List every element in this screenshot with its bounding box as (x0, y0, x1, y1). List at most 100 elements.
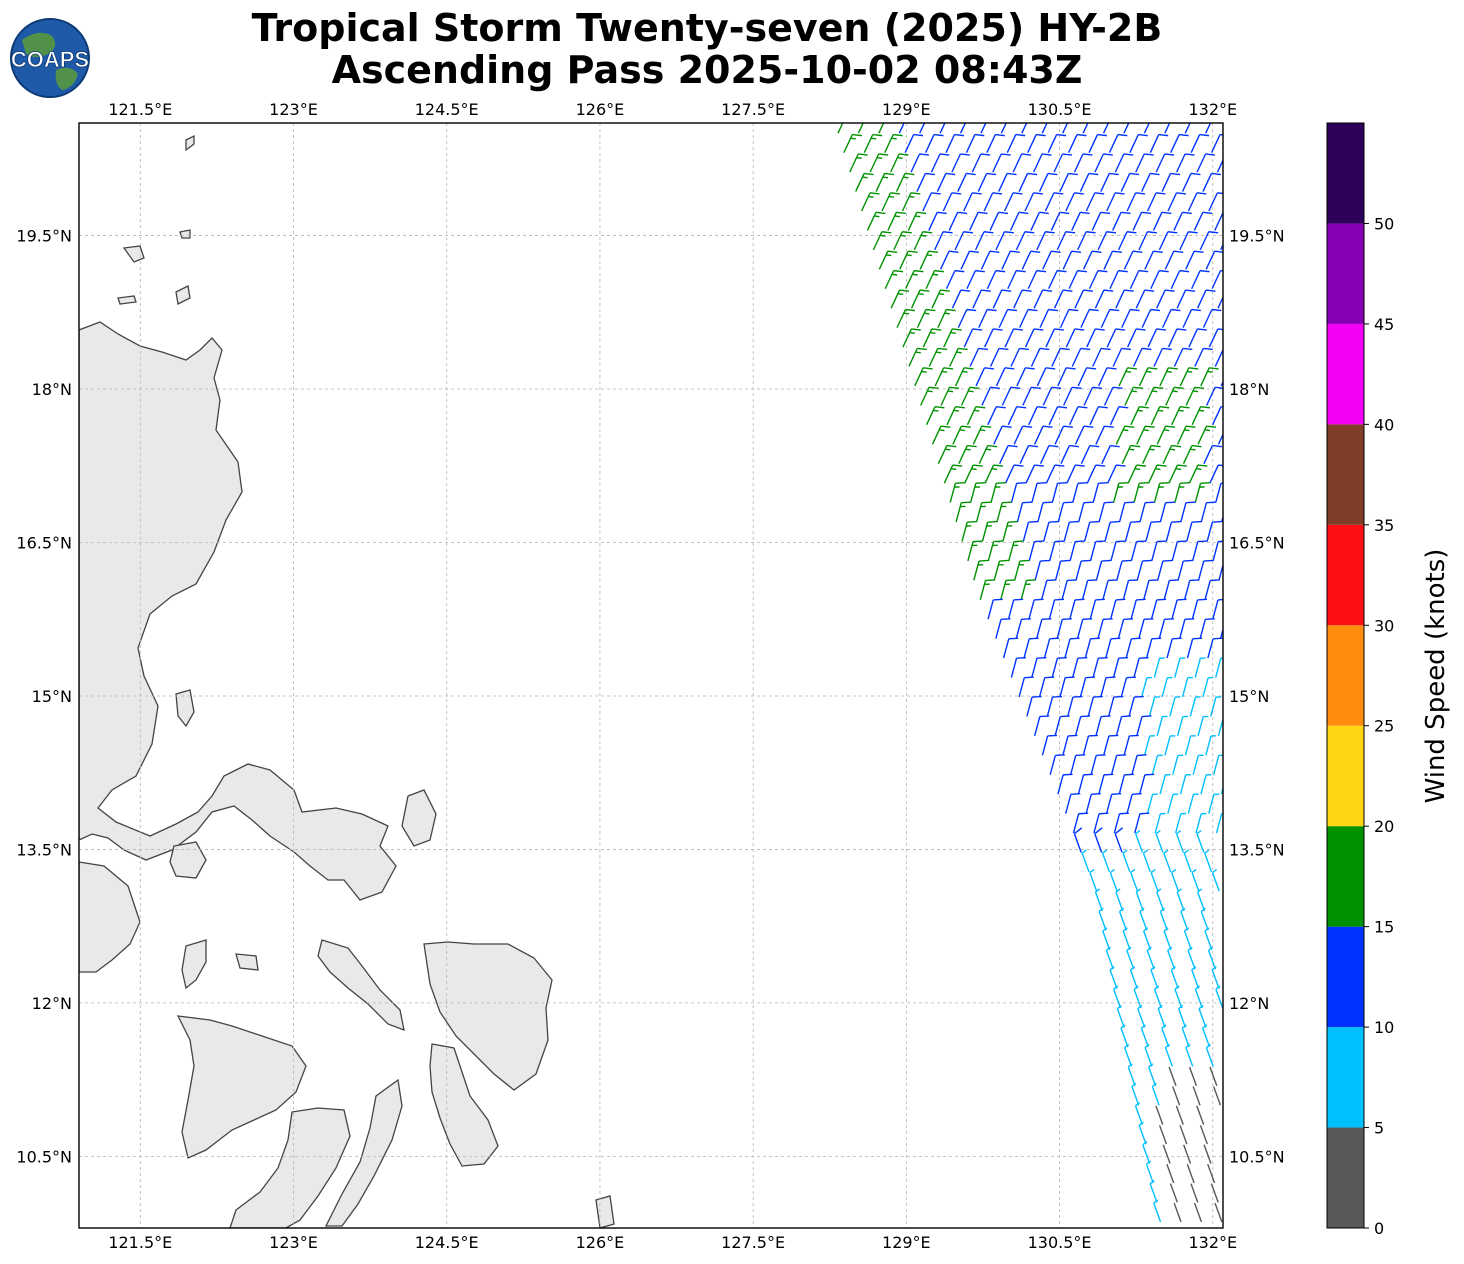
wind-barb-393 (1163, 579, 1179, 600)
wind-barb-383 (1218, 559, 1223, 581)
lon-tick-label-top-6: 130.5°E (1028, 100, 1092, 119)
wind-barb-414 (1117, 618, 1134, 639)
wind-barb-308 (1045, 464, 1065, 484)
wind-barb-556 (1146, 946, 1155, 970)
wind-barb-152 (1007, 269, 1026, 290)
wind-barb-59 (895, 172, 915, 192)
lat-tick-label-right-3: 15°N (1229, 687, 1269, 706)
wind-barb-147 (905, 269, 924, 290)
wind-barb-186 (1018, 308, 1038, 328)
wind-barb-232 (995, 367, 1015, 387)
wind-barb-297 (1101, 444, 1120, 465)
wind-barb-75 (860, 192, 880, 212)
wind-barb-274 (931, 425, 951, 445)
wind-barb-352 (1104, 520, 1120, 542)
small-island-north (185, 134, 195, 152)
wind-barb-574 (1157, 1004, 1166, 1028)
wind-barb-219 (1051, 347, 1070, 367)
wind-barb-413 (1097, 618, 1113, 639)
wind-barb-191 (1121, 308, 1140, 328)
wind-barb-35 (1170, 133, 1189, 153)
graticule (79, 123, 1223, 1228)
wind-barb-551 (1163, 927, 1172, 950)
wind-barb-43 (951, 153, 970, 173)
wind-barb-305 (984, 464, 1004, 484)
lon-tick-label-bottom-7: 132°E (1188, 1233, 1237, 1252)
wind-barb-524 (1122, 849, 1131, 873)
wind-barb-67 (1059, 172, 1078, 192)
batanes-island (179, 229, 191, 239)
wind-barb-494 (1138, 773, 1155, 795)
wind-barb-349 (1043, 520, 1059, 542)
wind-barb-44 (971, 153, 991, 173)
wind-barb-150 (966, 269, 985, 290)
wind-barb-154 (1048, 269, 1067, 290)
wind-barb-141 (1123, 250, 1143, 270)
wind-barb-472 (1041, 734, 1058, 756)
wind-barb-482 (1069, 754, 1086, 775)
wind-barb-117 (995, 231, 1014, 251)
negros-island (229, 1107, 351, 1228)
wind-barb-138 (1062, 250, 1082, 270)
wind-barb-97 (948, 211, 968, 231)
wind-barb-102 (1050, 211, 1070, 231)
wind-barb-99 (989, 211, 1009, 231)
colorbar-band-4 (1327, 725, 1364, 827)
wind-barb-464 (1074, 715, 1091, 737)
wind-barb-69 (1100, 172, 1119, 192)
axis-tick-labels: 121.5°E 121.5°E 123°E 123°E 124.5°E 124.5°E 12… (16, 100, 1284, 1252)
wind-barb-569 (1174, 985, 1183, 1009)
wind-barb-530 (1109, 868, 1118, 892)
wind-barb-372 (993, 559, 1009, 581)
wind-barb-113 (913, 231, 933, 251)
burias-island (595, 1195, 615, 1228)
lat-tick-label-left-2: 16.5°N (16, 533, 72, 552)
wind-barb-124 (1138, 231, 1157, 251)
wind-barb-402 (1109, 598, 1126, 620)
wind-barb-48 (1053, 153, 1073, 173)
wind-barb-184 (978, 308, 997, 328)
wind-barb-374 (1034, 559, 1050, 581)
wind-barb-554 (1105, 946, 1114, 970)
wind-barb-480 (1205, 735, 1217, 756)
wind-barb-571 (1215, 985, 1223, 1009)
wind-barb-362 (1048, 540, 1065, 562)
marinduque-island (169, 841, 207, 879)
wind-barb-400 (1069, 598, 1085, 620)
wind-barb-265 (1048, 406, 1068, 426)
wind-barb-244 (920, 386, 939, 406)
wind-barb-294 (1039, 444, 1059, 465)
wind-barb-269 (1130, 406, 1149, 426)
wind-barb-360 (1008, 540, 1024, 562)
wind-barb-332 (975, 501, 992, 523)
wind-barb-104 (1091, 211, 1111, 231)
wind-barb-264 (1028, 406, 1047, 426)
wind-barb-131 (919, 250, 939, 270)
wind-barb-502 (1126, 793, 1142, 814)
wind-barb-94 (887, 211, 906, 231)
wind-barb-112 (893, 231, 912, 251)
wind-barb-380 (1156, 559, 1173, 581)
wind-barb-444 (1059, 676, 1075, 698)
wind-barb-552 (1183, 927, 1192, 950)
wind-barb-65 (1018, 172, 1038, 192)
wind-barb-208 (1147, 328, 1167, 348)
wind-barb-255 (1144, 386, 1164, 406)
wind-barb-353 (1124, 520, 1141, 542)
wind-barb-445 (1079, 676, 1096, 698)
wind-barb-33 (1129, 133, 1148, 153)
wind-barb-55 (1196, 153, 1216, 173)
wind-barb-30 (1067, 133, 1087, 153)
wind-barb-506 (1208, 793, 1220, 814)
wind-barb-377 (1095, 559, 1112, 581)
wind-barb-299 (1142, 444, 1161, 465)
wind-barb-195 (1202, 308, 1222, 328)
wind-barb-398 (1028, 598, 1044, 620)
wind-barb-105 (1112, 211, 1131, 231)
southern-luzon-peninsula (79, 861, 141, 973)
wind-barb-215 (969, 347, 989, 367)
wind-barb-295 (1060, 444, 1079, 465)
wind-barb-538 (1135, 888, 1144, 912)
wind-barb-135 (1001, 250, 1020, 270)
wind-barb-137 (1042, 250, 1061, 270)
